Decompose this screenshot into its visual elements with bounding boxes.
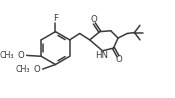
Text: O: O [17, 51, 24, 60]
Text: HN: HN [95, 51, 108, 60]
Text: F: F [53, 14, 58, 23]
Text: CH₃: CH₃ [15, 65, 30, 74]
Text: O: O [33, 65, 40, 74]
Text: CH₃: CH₃ [0, 51, 14, 60]
Text: O: O [116, 55, 122, 64]
Text: O: O [90, 15, 97, 24]
